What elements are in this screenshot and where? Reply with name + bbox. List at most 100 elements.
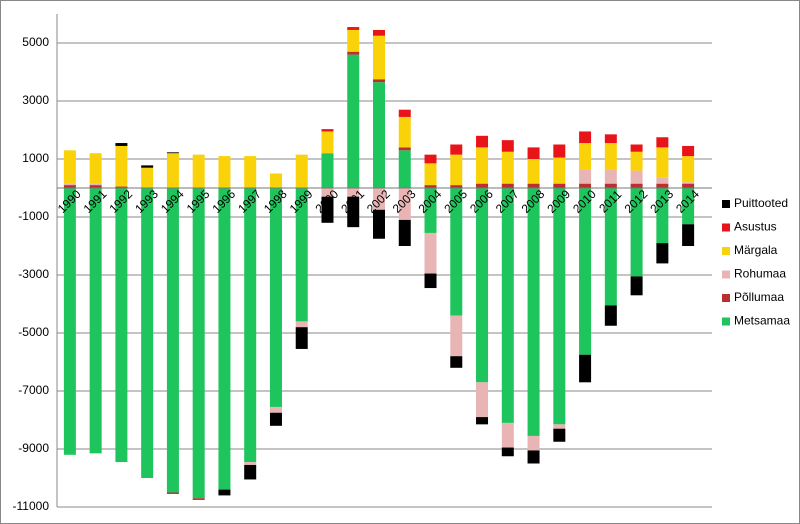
bar-segment <box>682 183 695 188</box>
bar-segment <box>166 492 179 494</box>
bar-segment <box>347 188 360 197</box>
legend-label: Märgala <box>734 243 778 257</box>
bar-segment <box>424 232 437 274</box>
y-tick-label: -9000 <box>18 441 49 455</box>
bar-segment <box>656 177 669 184</box>
bar-segment <box>476 188 489 383</box>
bar-segment <box>398 147 411 151</box>
bar-segment <box>321 129 334 132</box>
bar-segment <box>244 156 257 188</box>
bar-segment <box>424 185 437 188</box>
bar-segment <box>630 144 643 152</box>
bar-segment <box>527 450 540 464</box>
bar-segment <box>192 188 205 499</box>
bar-segment <box>244 464 257 480</box>
bar-segment <box>218 188 231 490</box>
y-tick-label: 5000 <box>22 35 49 49</box>
legend-swatch <box>722 247 730 255</box>
bar-segment <box>192 499 205 500</box>
bar-segment <box>501 140 514 152</box>
bar-segment <box>553 157 566 184</box>
legend-label: Rohumaa <box>734 267 786 281</box>
bar-segment <box>398 150 411 188</box>
bar-segment <box>321 131 334 154</box>
y-tick-label: 3000 <box>22 93 49 107</box>
bar-segment <box>295 327 308 349</box>
bar-segment <box>656 243 669 264</box>
bar-segment <box>424 163 437 186</box>
bar-segment <box>476 183 489 188</box>
bar-segment <box>373 188 385 210</box>
bar-segment <box>450 154 463 186</box>
bar-segment <box>269 412 282 426</box>
bar-segment <box>656 147 669 178</box>
bar-segment <box>553 144 566 158</box>
bar-segment <box>424 273 437 289</box>
bar-segment <box>630 188 643 277</box>
bar-segment <box>192 154 205 188</box>
bar-segment <box>553 428 566 442</box>
bar-segment <box>347 51 360 55</box>
bar-segment <box>373 209 385 239</box>
bar-segment <box>450 185 463 188</box>
bar-segment <box>656 183 669 188</box>
bar-segment <box>373 29 385 36</box>
legend-swatch <box>722 200 730 208</box>
bar-segment <box>373 79 385 83</box>
bar-segment <box>527 183 540 188</box>
bar-segment <box>115 145 128 187</box>
bar-segment <box>398 219 411 246</box>
bar-segment <box>63 150 76 184</box>
legend-label: Puittooted <box>734 196 788 210</box>
bar-segment <box>553 183 566 188</box>
bar-segment <box>269 188 282 407</box>
bar-segment <box>682 188 695 225</box>
bar-segment <box>295 321 308 328</box>
bar-segment <box>141 188 154 478</box>
bar-segment <box>244 188 257 463</box>
bar-segment <box>656 137 669 148</box>
bar-segment <box>476 147 489 184</box>
bar-segment <box>63 183 76 186</box>
bar-segment <box>398 109 411 117</box>
bar-segment <box>115 143 128 146</box>
bar-segment <box>63 188 76 455</box>
bar-segment <box>321 196 334 223</box>
bar-segment <box>89 185 102 188</box>
bar-segment <box>347 29 360 52</box>
bar-segment <box>527 159 540 184</box>
bar-segment <box>295 188 308 322</box>
bar-segment <box>604 169 617 184</box>
bar-segment <box>630 151 643 171</box>
bar-segment <box>218 156 231 188</box>
bar-segment <box>682 182 695 184</box>
bar-segment <box>347 196 360 228</box>
bar-segment <box>604 305 617 326</box>
bar-segment <box>579 169 592 184</box>
bar-segment <box>501 447 514 457</box>
bar-segment <box>398 188 411 220</box>
bar-segment <box>89 153 102 184</box>
bar-segment <box>501 188 514 423</box>
bar-segment <box>89 183 102 186</box>
y-tick-label: -11000 <box>13 499 50 513</box>
legend-label: Asustus <box>734 220 777 234</box>
bar-segment <box>682 145 695 157</box>
bar-segment <box>476 417 489 425</box>
bar-segment <box>295 154 308 188</box>
legend-swatch <box>722 223 730 232</box>
bar-segment <box>579 354 592 383</box>
bar-segment <box>604 143 617 170</box>
bar-segment <box>347 27 360 30</box>
bar-segment <box>579 131 592 144</box>
bar-segment <box>450 144 463 155</box>
bar-segment <box>630 170 643 184</box>
bar-segment <box>321 153 334 188</box>
bar-segment <box>141 167 154 188</box>
bar-segment <box>656 188 669 244</box>
bar-segment <box>398 116 411 148</box>
y-tick-label: 1000 <box>22 151 49 165</box>
bar-segment <box>347 54 360 188</box>
bar-segment <box>553 188 566 425</box>
